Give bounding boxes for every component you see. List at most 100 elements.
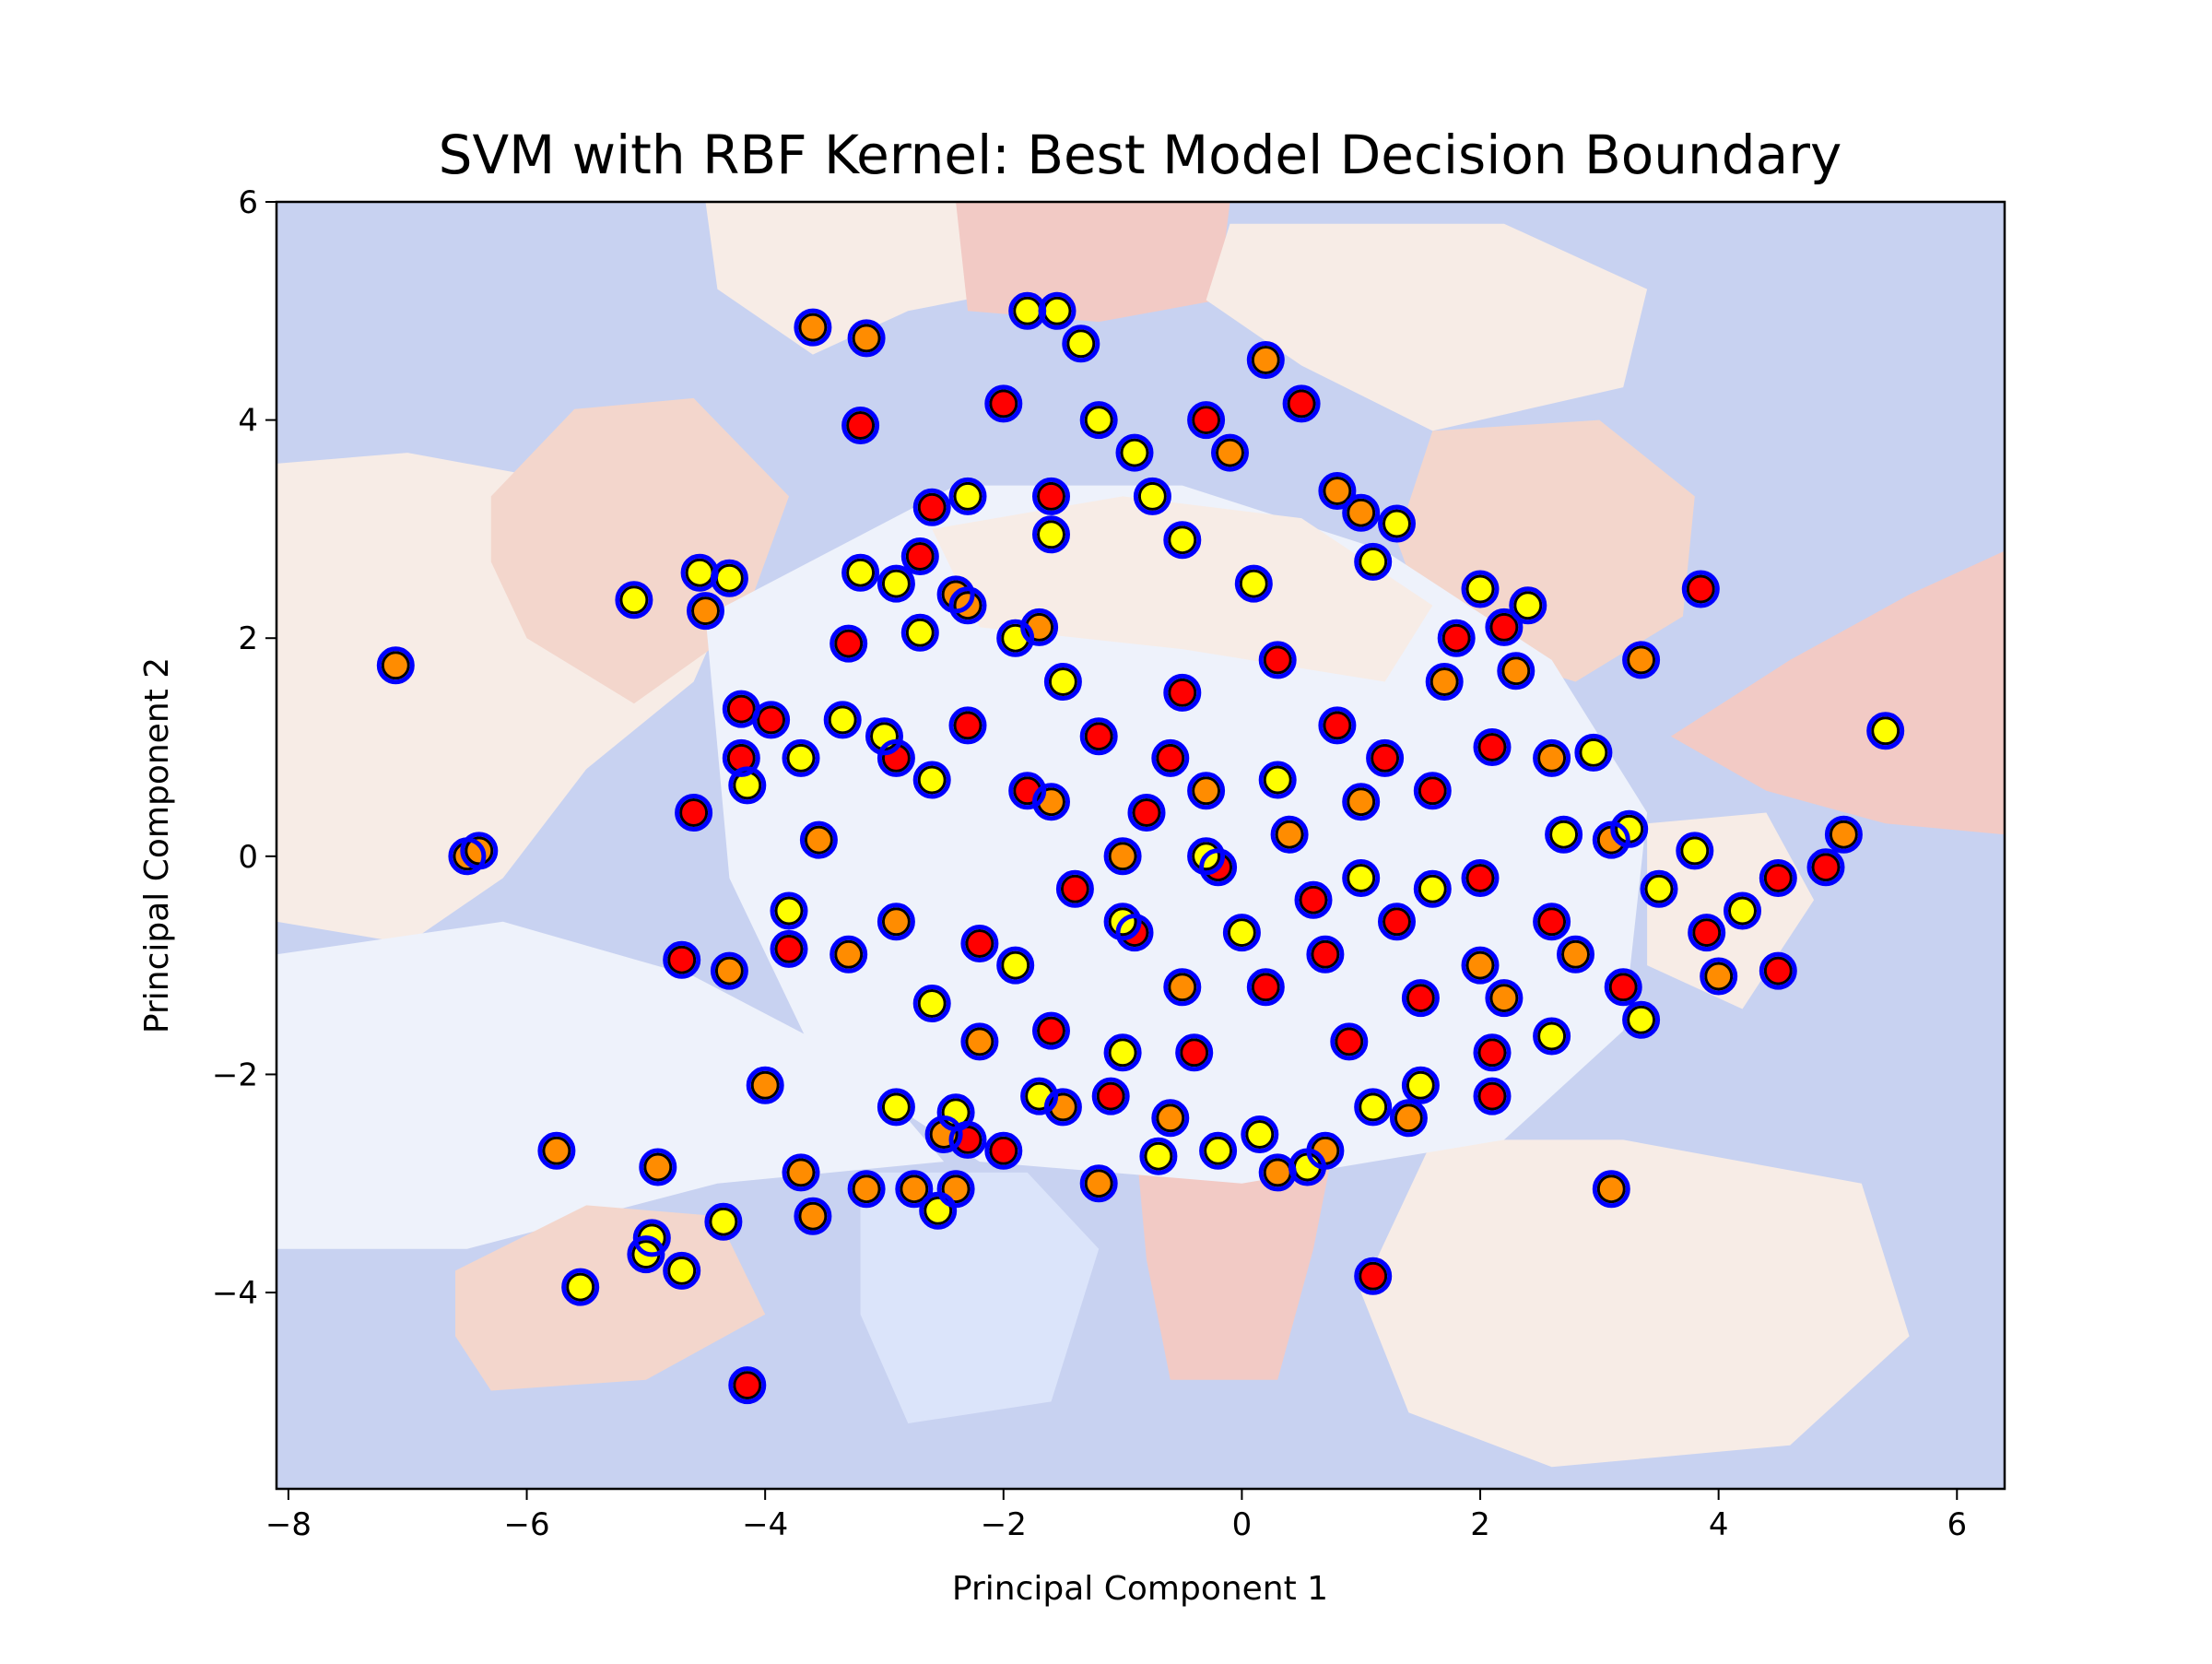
support-vector-ring-s2-13: [615, 581, 653, 620]
x-axis-ticks: −8 −6 −4 −2 0 2 4 6: [265, 1489, 1967, 1543]
support-vector-ring-s0-1: [984, 384, 1023, 423]
support-vector-ring-s1-42: [924, 1115, 963, 1153]
plot-frame: [275, 200, 2006, 1491]
support-vector-ring-s1-4: [1318, 472, 1357, 510]
point-s1-47: [1596, 1174, 1626, 1204]
point-s2-13: [619, 585, 649, 615]
point-s1-34: [834, 939, 864, 969]
support-vector-ring-s1-25: [1700, 957, 1738, 996]
point-s0-0: [846, 411, 876, 440]
support-vector-ring-s2-42: [877, 1088, 915, 1127]
support-vector-ring-s2-3: [1079, 401, 1118, 440]
point-s1-35: [786, 1158, 816, 1187]
support-vector-ring-s0-14: [877, 738, 915, 777]
support-vector-ring-s2-4: [1115, 433, 1154, 472]
support-vector-ring-s0-19: [1163, 673, 1202, 712]
point-s0-53: [1311, 939, 1340, 969]
point-s1-40: [852, 1174, 881, 1204]
point-s1-43: [941, 1174, 971, 1204]
support-vector-ring-s1-41: [895, 1170, 934, 1209]
support-vector-ring-s2-16: [728, 766, 767, 805]
y-axis-label: Principal Component 2: [138, 657, 176, 1033]
support-vector-ring-s2-57: [663, 1251, 701, 1290]
point-s1-0: [798, 313, 828, 342]
point-s2-20: [1048, 667, 1077, 696]
support-vector-ring-s2-6: [1032, 515, 1070, 554]
point-s0-5: [917, 492, 947, 522]
point-s2-21: [1168, 525, 1197, 555]
support-vector-ring-s1-48: [1461, 946, 1500, 985]
point-s0-11: [679, 798, 709, 827]
point-s0-37: [1811, 853, 1841, 882]
point-s0-46: [1335, 1027, 1364, 1056]
support-vector-ring-s1-29: [1389, 1099, 1428, 1138]
support-vector-ring-s2-54: [704, 1202, 743, 1241]
decision-region-6: [455, 1205, 766, 1391]
support-vector-ring-s2-37: [1187, 837, 1226, 876]
point-s2-58: [566, 1272, 595, 1302]
support-vector-ring-s0-30: [1294, 880, 1333, 919]
support-vector-ring-s0-45: [1246, 968, 1285, 1007]
point-s1-19: [1347, 787, 1376, 817]
support-vector-ring-s1-35: [782, 1153, 820, 1192]
point-s2-32: [1680, 836, 1710, 866]
support-vector-ring-s2-51: [1401, 1066, 1440, 1104]
point-s0-50: [1359, 1261, 1388, 1291]
support-vector-ring-s1-24: [1824, 815, 1863, 854]
support-vector-ring-s2-53: [1622, 1000, 1661, 1039]
point-s1-24: [1829, 820, 1858, 849]
point-s2-25: [1465, 574, 1495, 604]
point-s1-9: [381, 651, 410, 680]
point-s2-39: [1001, 950, 1030, 980]
decision-region-7: [860, 1172, 1100, 1423]
support-vector-ring-s1-18: [1270, 815, 1309, 854]
support-vector-ring-s1-30: [1151, 1099, 1190, 1138]
support-vector-ring-s1-39: [794, 1197, 832, 1235]
support-vector-ring-s0-5: [912, 488, 951, 526]
support-vector-ring-s2-28: [1610, 809, 1649, 848]
support-vector-ring-s0-27: [1055, 869, 1094, 908]
point-s1-25: [1704, 962, 1734, 991]
support-vector-ring-s2-55: [632, 1219, 671, 1257]
point-s0-23: [1418, 776, 1447, 806]
point-s1-28: [1489, 984, 1519, 1013]
point-s1-17: [1192, 776, 1221, 806]
support-vector-ring-s2-45: [1103, 1033, 1142, 1072]
point-s0-7: [834, 629, 864, 658]
point-s0-17: [1084, 722, 1113, 751]
point-s1-12: [714, 956, 744, 985]
point-s0-30: [1299, 885, 1328, 915]
support-vector-ring-s0-15: [948, 706, 987, 745]
point-s0-6: [905, 542, 935, 571]
support-vector-ring-s0-11: [675, 794, 713, 832]
point-s1-4: [1323, 477, 1352, 505]
support-vector-ring-s2-46: [1139, 1137, 1178, 1175]
support-vector-ring-s2-8: [841, 553, 880, 592]
support-vector-ring-s1-1: [847, 319, 886, 358]
y-tick-label-5: 6: [238, 184, 258, 221]
support-vector-ring-s1-15: [1032, 783, 1070, 821]
point-s0-13: [774, 934, 804, 963]
support-vector-ring-s2-58: [561, 1268, 600, 1306]
point-s2-3: [1084, 406, 1113, 435]
point-s0-36: [1763, 864, 1793, 892]
point-s2-0: [1013, 296, 1042, 325]
support-vector-ring-s0-48: [1473, 1033, 1512, 1072]
point-s0-45: [1251, 973, 1280, 1002]
point-s2-35: [1347, 864, 1376, 892]
support-vector-ring-s2-43: [936, 1093, 975, 1132]
support-vector-ring-s0-17: [1079, 717, 1118, 756]
x-tick-label-2: −4: [742, 1506, 788, 1543]
point-s1-5: [1347, 498, 1376, 527]
point-s1-49: [1168, 973, 1197, 1002]
support-vector-ring-s1-49: [1163, 968, 1202, 1007]
point-s2-53: [1627, 1005, 1656, 1034]
support-vector-ring-s0-7: [830, 624, 868, 663]
point-s0-12: [667, 945, 697, 974]
decision-region-8: [1135, 1128, 1337, 1380]
point-s2-8: [846, 558, 876, 587]
x-tick-label-7: 6: [1947, 1506, 1967, 1543]
support-vector-ring-s0-42: [1032, 1011, 1070, 1050]
support-vector-ring-s0-18: [1127, 794, 1166, 832]
point-s0-22: [1371, 743, 1400, 773]
